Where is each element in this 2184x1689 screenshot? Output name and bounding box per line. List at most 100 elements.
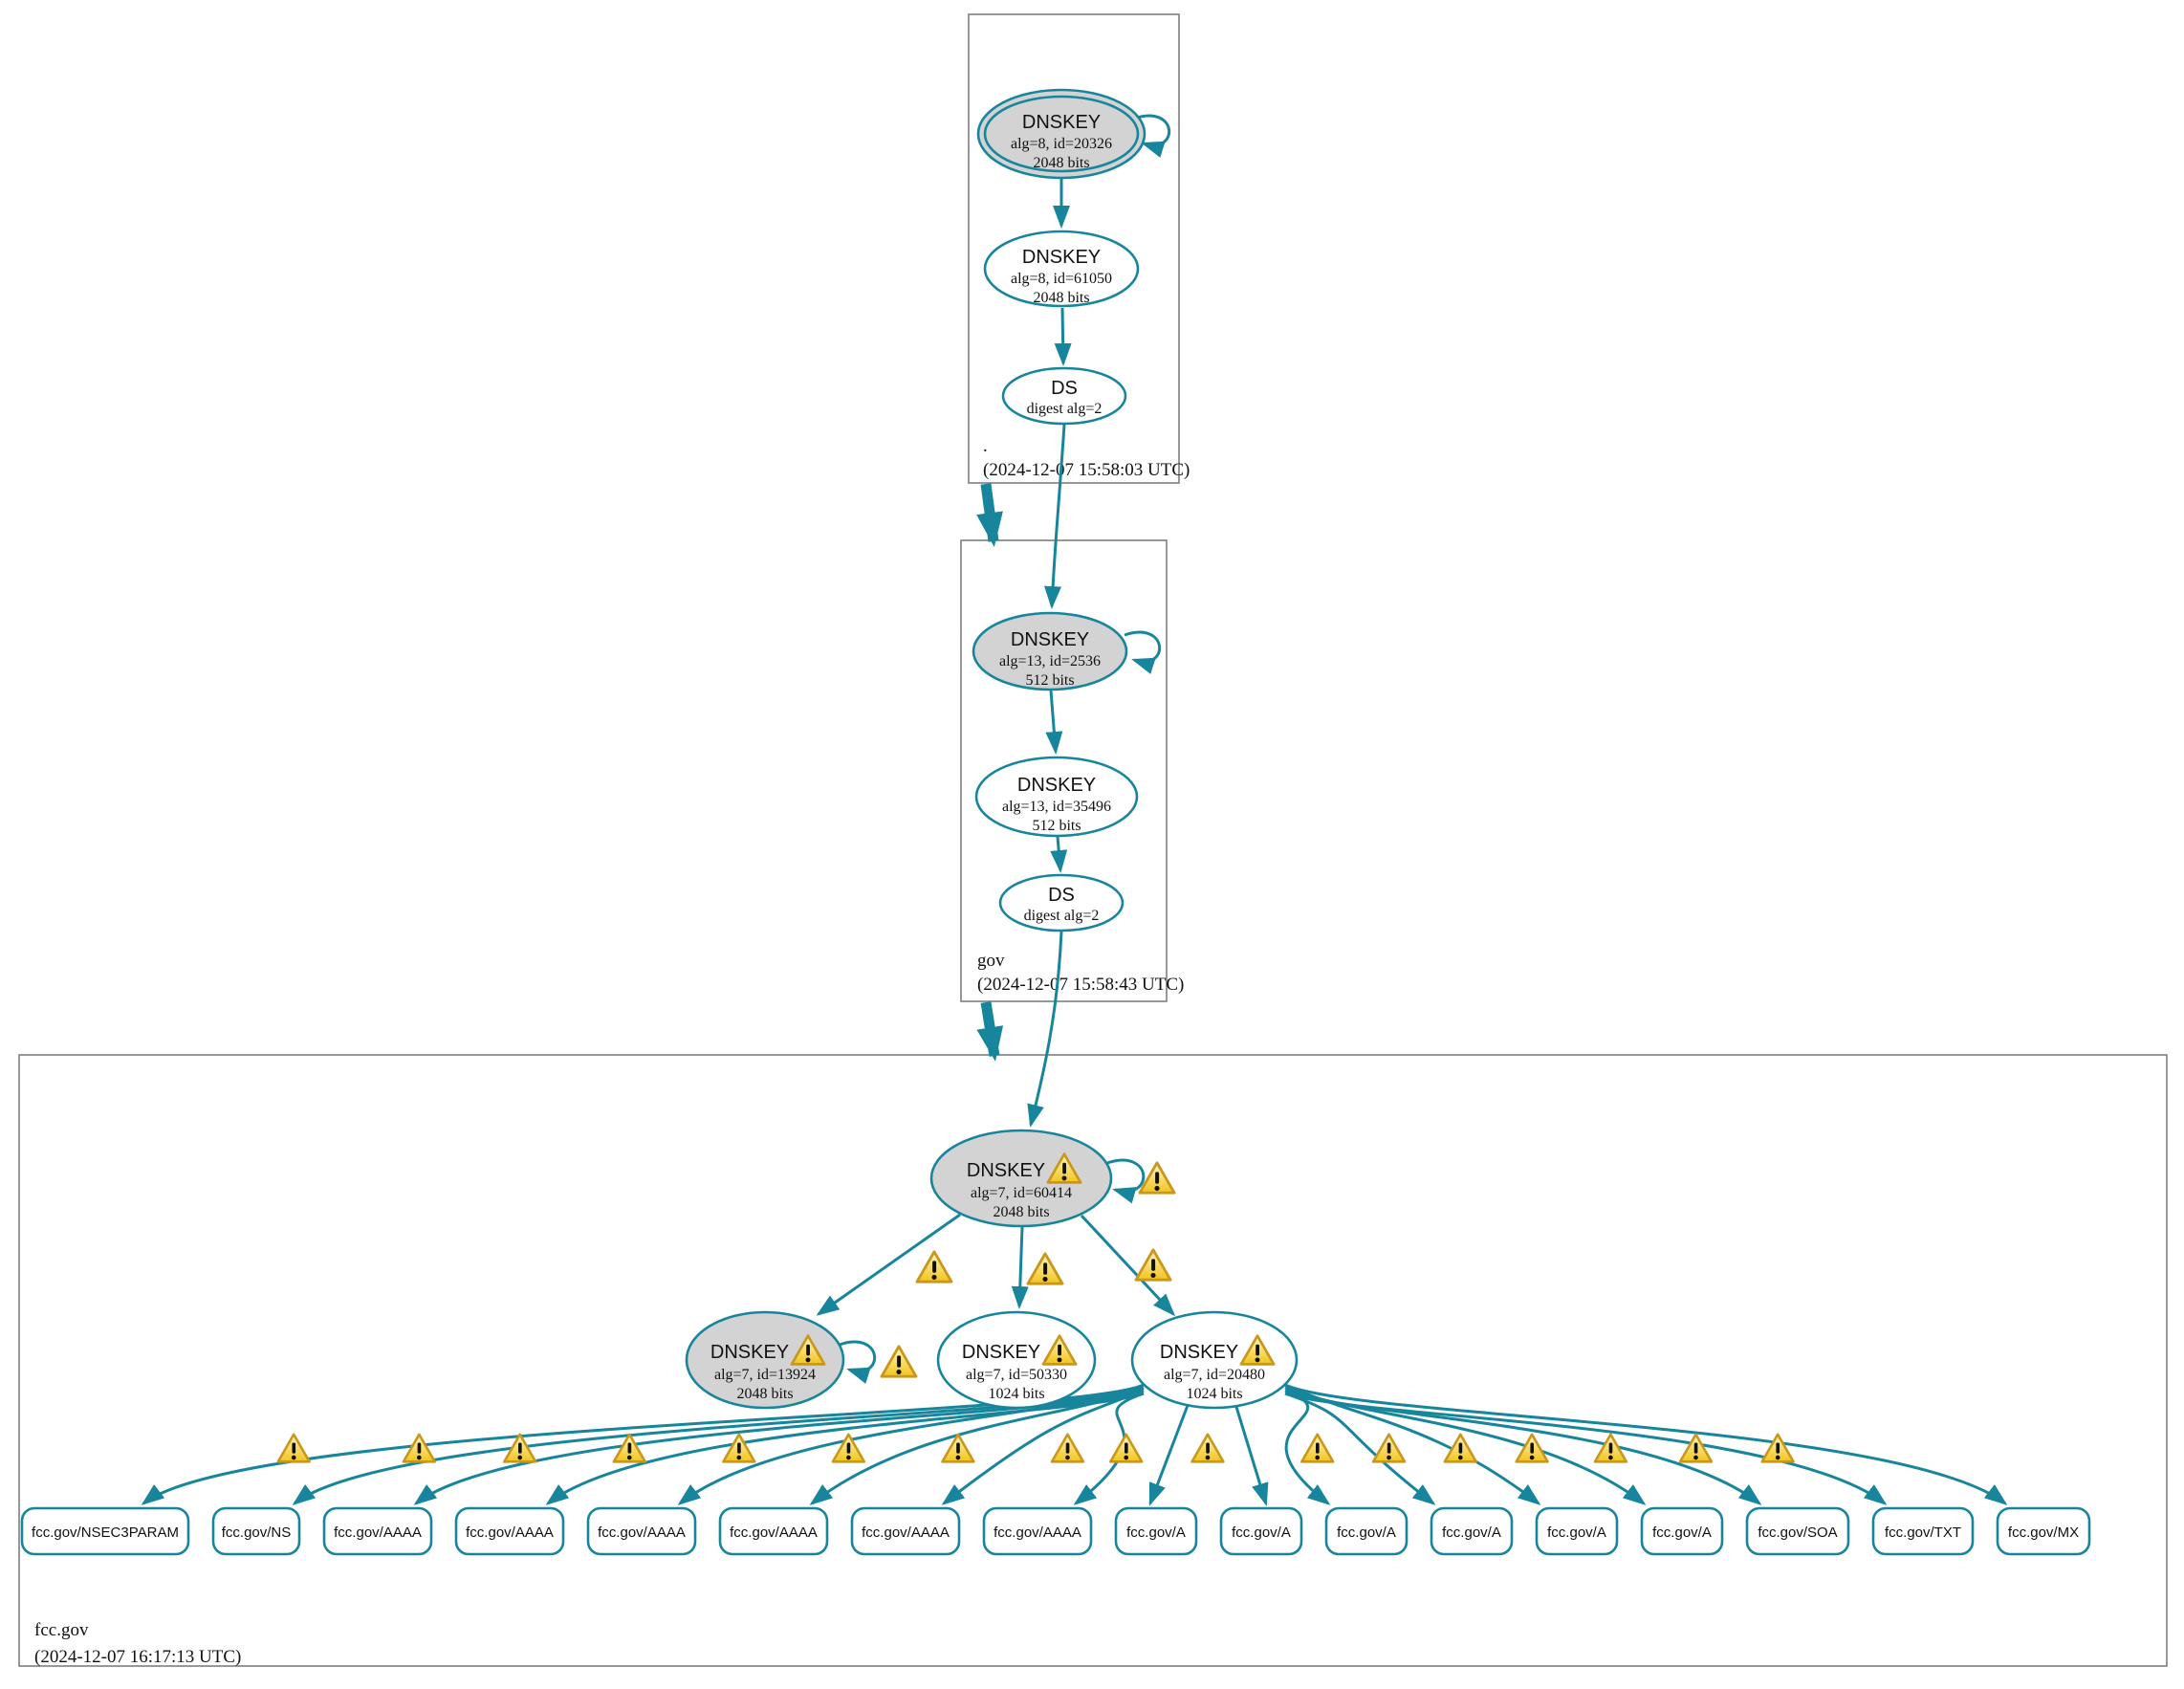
rrset-box: [20, 1506, 190, 1556]
dnskey-node-root-ksk[interactable]: DNSKEY alg=8, id=20326 2048 bits: [976, 88, 1147, 180]
delegation-arrow-root-to-gov: [976, 483, 1003, 547]
dnskey-node-fcc-13924[interactable]: DNSKEY alg=7, id=13924 2048 bits: [685, 1310, 845, 1410]
rrset-box: [1535, 1506, 1619, 1556]
rrset-node[interactable]: fcc.gov/AAAA: [322, 1506, 433, 1556]
rrset-node[interactable]: fcc.gov/AAAA: [454, 1506, 565, 1556]
self-sign-loop-fcc-13924: [839, 1340, 876, 1384]
rrset-node[interactable]: fcc.gov/AAAA: [850, 1506, 961, 1556]
rrset-label: fcc.gov/SOA: [1758, 1524, 1837, 1541]
warning-icon: [915, 1250, 953, 1283]
node-title: DNSKEY: [710, 1342, 789, 1363]
zone-timestamp-gov: (2024-12-07 15:58:43 UTC): [977, 975, 1184, 995]
rrsig-edge: [677, 1383, 1145, 1505]
zone-timestamp-root: (2024-12-07 15:58:03 UTC): [983, 460, 1190, 480]
dnskey-node-fcc-20480[interactable]: DNSKEY alg=7, id=20480 1024 bits: [1130, 1310, 1299, 1410]
rrset-label: fcc.gov/A: [1337, 1524, 1396, 1541]
rrset-label: fcc.gov/AAAA: [730, 1524, 818, 1541]
rrset-label: fcc.gov/AAAA: [862, 1524, 950, 1541]
rrset-node[interactable]: fcc.gov/SOA: [1745, 1506, 1850, 1556]
rrsig-edge: [1284, 1392, 1888, 1505]
rrset-nodes: fcc.gov/NSEC3PARAM fcc.gov/NS fcc.gov/AAAA…: [20, 1506, 2091, 1556]
dnskey-node-fcc-50330[interactable]: DNSKEY alg=7, id=50330 1024 bits: [936, 1310, 1097, 1410]
rrsig-edge: [292, 1386, 1145, 1505]
rrset-box: [1114, 1506, 1198, 1556]
rrsig-edge: [1234, 1403, 1269, 1506]
rrsig-edge: [1284, 1392, 1436, 1505]
rrset-node[interactable]: fcc.gov/A: [1114, 1506, 1198, 1556]
warning-icon: [1371, 1433, 1407, 1463]
rrset-box: [322, 1506, 433, 1556]
rrset-node[interactable]: fcc.gov/A: [1219, 1506, 1303, 1556]
zone-box-gov: [960, 539, 1168, 1002]
node-bits: 2048 bits: [736, 1386, 793, 1402]
rrset-node[interactable]: fcc.gov/A: [1430, 1506, 1514, 1556]
self-sign-loop-gov-ksk: [1124, 630, 1161, 674]
node-bits: 2048 bits: [1033, 155, 1089, 171]
node-detail: alg=13, id=35496: [1002, 799, 1111, 815]
rrset-node[interactable]: fcc.gov/NSEC3PARAM: [20, 1506, 190, 1556]
rrset-box: [1871, 1506, 1975, 1556]
rrset-box: [1996, 1506, 2091, 1556]
zone-name-gov: gov: [977, 951, 1005, 971]
rrset-label: fcc.gov/A: [1126, 1524, 1186, 1541]
dnskey-node-root-zsk[interactable]: DNSKEY alg=8, id=61050 2048 bits: [983, 230, 1140, 308]
rrset-node[interactable]: fcc.gov/AAAA: [586, 1506, 697, 1556]
node-title: DNSKEY: [967, 1160, 1045, 1181]
rrsig-edge: [141, 1383, 1145, 1505]
node-bits: 1024 bits: [1186, 1386, 1242, 1402]
zone-box-fcc-gov: [18, 1054, 2168, 1667]
rrset-label: fcc.gov/AAAA: [466, 1524, 554, 1541]
rrsig-edge-fcc-ksk-20480: [1080, 1214, 1176, 1317]
rrsig-fan-edges: [141, 1383, 2008, 1506]
rrsig-edge-fcc-ksk-13924: [816, 1213, 961, 1316]
rrset-node[interactable]: fcc.gov/MX: [1996, 1506, 2091, 1556]
ds-node-root[interactable]: DS digest alg=2: [1001, 366, 1127, 426]
dnskey-node-gov-zsk[interactable]: DNSKEY alg=13, id=35496 512 bits: [974, 756, 1139, 838]
warning-icon: [1050, 1433, 1085, 1463]
warning-icon: [402, 1433, 437, 1463]
zone-box-root: [968, 13, 1180, 484]
rrset-node[interactable]: fcc.gov/AAAA: [718, 1506, 829, 1556]
node-title: DNSKEY: [962, 1342, 1040, 1363]
dnskey-node-gov-ksk[interactable]: DNSKEY alg=13, id=2536 512 bits: [972, 611, 1128, 691]
node-detail: digest alg=2: [1027, 401, 1103, 417]
rrset-node[interactable]: fcc.gov/AAAA: [982, 1506, 1093, 1556]
warning-icon: [1138, 1161, 1176, 1195]
warning-icon: [1190, 1433, 1225, 1463]
warning-icon: [1678, 1433, 1714, 1463]
ds-node-gov[interactable]: DS digest alg=2: [998, 873, 1125, 932]
rrset-label: fcc.gov/TXT: [1885, 1524, 1961, 1541]
zone-name-fcc-gov: fcc.gov: [34, 1620, 89, 1640]
rrsig-edge-gov-ksk-zsk: [1045, 690, 1063, 755]
rrset-label: fcc.gov/MX: [2008, 1524, 2079, 1541]
node-title: DNSKEY: [1160, 1342, 1238, 1363]
rrset-label: fcc.gov/AAAA: [334, 1524, 422, 1541]
rrset-label: fcc.gov/A: [1547, 1524, 1606, 1541]
rrset-node[interactable]: fcc.gov/TXT: [1871, 1506, 1975, 1556]
rrset-box: [211, 1506, 301, 1556]
rrset-node[interactable]: fcc.gov/A: [1535, 1506, 1619, 1556]
node-bits: 512 bits: [1025, 672, 1074, 689]
rrset-box: [586, 1506, 697, 1556]
rrset-node[interactable]: fcc.gov/NS: [211, 1506, 301, 1556]
rrset-node[interactable]: fcc.gov/A: [1324, 1506, 1409, 1556]
rrset-label: fcc.gov/A: [1232, 1524, 1291, 1541]
warning-icon: [612, 1433, 647, 1463]
node-bits: 2048 bits: [1033, 290, 1089, 306]
node-title: DS: [1051, 378, 1078, 399]
node-title: DNSKEY: [1011, 629, 1089, 650]
rrsig-edge: [809, 1386, 1145, 1505]
rrset-box: [718, 1506, 829, 1556]
rrset-box: [982, 1506, 1093, 1556]
warning-icon: [1026, 1252, 1064, 1285]
rrset-node[interactable]: fcc.gov/A: [1640, 1506, 1724, 1556]
node-detail: alg=7, id=13924: [714, 1367, 816, 1383]
node-detail: alg=8, id=20326: [1011, 136, 1112, 152]
warning-icon: [1134, 1248, 1172, 1282]
rrset-label: fcc.gov/A: [1442, 1524, 1501, 1541]
delegation-arrow-gov-to-fcc: [976, 1001, 1004, 1062]
rrset-box: [1745, 1506, 1850, 1556]
rrsig-edge-gov-zsk-ds: [1050, 836, 1068, 873]
dnskey-node-fcc-ksk[interactable]: DNSKEY alg=7, id=60414 2048 bits: [929, 1129, 1113, 1228]
warning-icon: [276, 1433, 311, 1463]
